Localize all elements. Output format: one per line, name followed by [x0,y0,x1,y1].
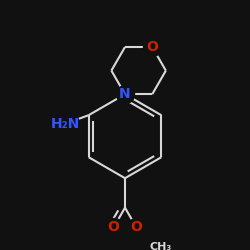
Text: H₂N: H₂N [50,117,80,131]
Text: CH₃: CH₃ [150,242,172,250]
Text: O: O [130,220,142,234]
Text: N: N [119,87,131,101]
Text: O: O [108,220,120,234]
Text: O: O [146,40,158,54]
